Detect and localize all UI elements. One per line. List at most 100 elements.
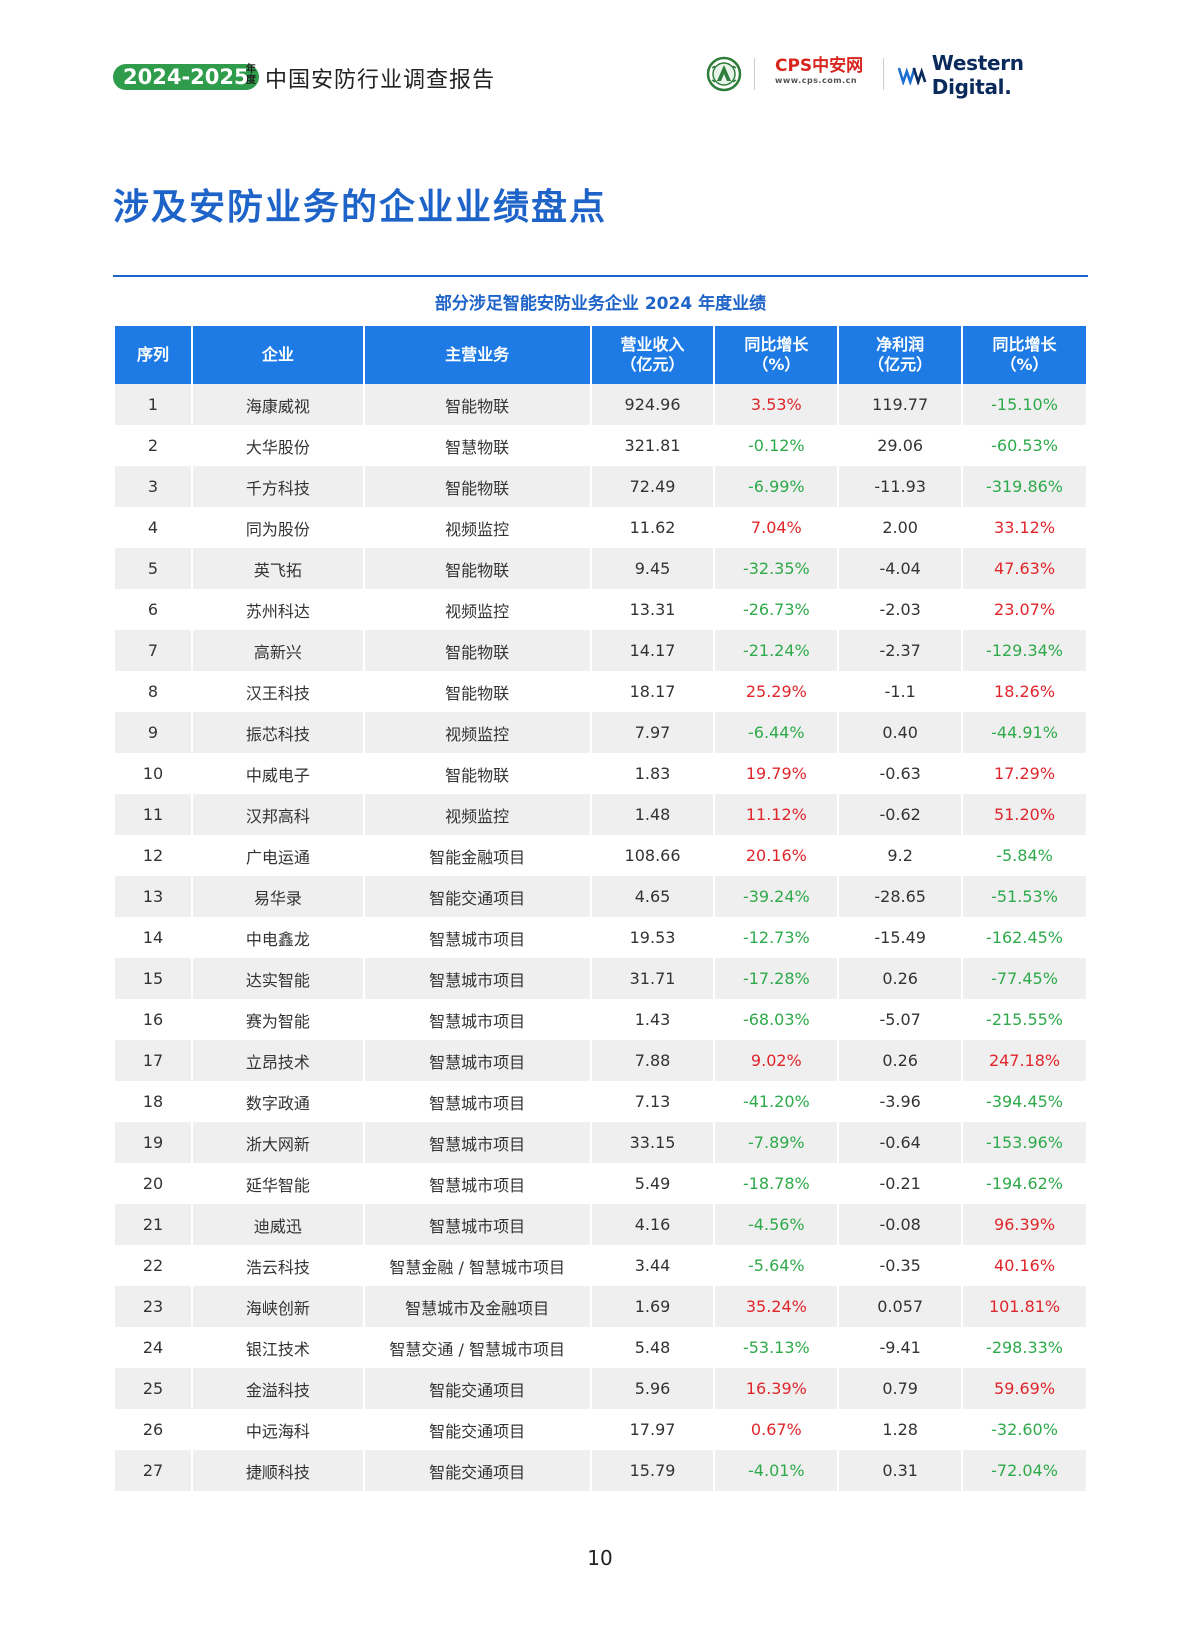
cell-index: 25 — [115, 1368, 191, 1409]
table-row: 5 英飞拓 智能物联 9.45 -32.35% -4.04 47.63% — [115, 548, 1086, 589]
cell-business: 智能交通项目 — [364, 1409, 590, 1450]
cell-business: 智慧城市项目 — [364, 958, 590, 999]
cell-revenue: 7.13 — [591, 1081, 714, 1122]
header-profit-growth: 同比增长 （%） — [963, 326, 1086, 384]
cell-index: 6 — [115, 589, 191, 630]
cell-business: 智慧交通 / 智慧城市项目 — [364, 1327, 590, 1368]
cell-profit-growth: 40.16% — [963, 1245, 1086, 1286]
cell-revenue-growth: 11.12% — [715, 794, 838, 835]
table-row: 6 苏州科达 视频监控 13.31 -26.73% -2.03 23.07% — [115, 589, 1086, 630]
cell-revenue-growth: -6.99% — [715, 466, 838, 507]
cell-revenue-growth: -39.24% — [715, 876, 838, 917]
association-emblem-icon — [706, 56, 742, 92]
logo-divider — [754, 58, 755, 90]
cell-index: 22 — [115, 1245, 191, 1286]
cell-profit: -4.04 — [839, 548, 962, 589]
table-row: 8 汉王科技 智能物联 18.17 25.29% -1.1 18.26% — [115, 671, 1086, 712]
cps-logo-text: CPS中安网 — [775, 56, 864, 76]
cell-company: 易华录 — [193, 876, 363, 917]
cell-revenue-growth: -0.12% — [715, 425, 838, 466]
cell-revenue: 1.83 — [591, 753, 714, 794]
cell-profit: 0.057 — [839, 1286, 962, 1327]
cell-company: 大华股份 — [193, 425, 363, 466]
cell-revenue: 108.66 — [591, 835, 714, 876]
cell-profit-growth: 18.26% — [963, 671, 1086, 712]
title-divider — [113, 275, 1088, 277]
cell-revenue: 72.49 — [591, 466, 714, 507]
cell-index: 27 — [115, 1450, 191, 1491]
western-digital-text: Western Digital. — [931, 51, 1024, 99]
cell-company: 捷顺科技 — [193, 1450, 363, 1491]
cps-logo-url: www.cps.com.cn — [775, 76, 858, 85]
cell-profit: -15.49 — [839, 917, 962, 958]
cell-profit-growth: -162.45% — [963, 917, 1086, 958]
cell-revenue-growth: 25.29% — [715, 671, 838, 712]
cell-revenue: 7.97 — [591, 712, 714, 753]
cell-company: 金溢科技 — [193, 1368, 363, 1409]
cell-company: 汉王科技 — [193, 671, 363, 712]
cell-revenue-growth: 9.02% — [715, 1040, 838, 1081]
cell-profit: 0.26 — [839, 958, 962, 999]
cell-profit-growth: -51.53% — [963, 876, 1086, 917]
table-caption: 部分涉足智能安防业务企业 2024 年度业绩 — [434, 294, 767, 314]
cell-index: 5 — [115, 548, 191, 589]
cell-revenue-growth: -17.28% — [715, 958, 838, 999]
table-row: 24 银江技术 智慧交通 / 智慧城市项目 5.48 -53.13% -9.41 -298.… — [115, 1327, 1086, 1368]
cell-company: 广电运通 — [193, 835, 363, 876]
cell-profit: -0.63 — [839, 753, 962, 794]
table-row: 11 汉邦高科 视频监控 1.48 11.12% -0.62 51.20% — [115, 794, 1086, 835]
header-business: 主营业务 — [364, 326, 590, 384]
cell-revenue-growth: -53.13% — [715, 1327, 838, 1368]
cell-profit: -0.21 — [839, 1163, 962, 1204]
cell-revenue-growth: 20.16% — [715, 835, 838, 876]
cell-revenue: 5.96 — [591, 1368, 714, 1409]
cell-index: 20 — [115, 1163, 191, 1204]
cell-revenue-growth: 7.04% — [715, 507, 838, 548]
cell-index: 16 — [115, 999, 191, 1040]
header-index: 序列 — [115, 326, 191, 384]
cell-index: 11 — [115, 794, 191, 835]
header-revenue-growth-line2: （%） — [752, 355, 801, 374]
table-row: 14 中电鑫龙 智慧城市项目 19.53 -12.73% -15.49 -162.45% — [115, 917, 1086, 958]
table-row: 23 海峡创新 智慧城市及金融项目 1.69 35.24% 0.057 101.81% — [115, 1286, 1086, 1327]
cell-business: 智慧城市项目 — [364, 1163, 590, 1204]
cell-business: 智慧城市项目 — [364, 1204, 590, 1245]
cell-profit-growth: -15.10% — [963, 384, 1086, 425]
cell-revenue: 1.43 — [591, 999, 714, 1040]
page-number: 10 — [587, 1546, 613, 1570]
cell-business: 视频监控 — [364, 589, 590, 630]
cell-revenue-growth: -6.44% — [715, 712, 838, 753]
cell-profit-growth: -394.45% — [963, 1081, 1086, 1122]
cell-profit: -0.08 — [839, 1204, 962, 1245]
table-row: 1 海康威视 智能物联 924.96 3.53% 119.77 -15.10% — [115, 384, 1086, 425]
table-row: 20 延华智能 智慧城市项目 5.49 -18.78% -0.21 -194.62% — [115, 1163, 1086, 1204]
cell-profit: -2.37 — [839, 630, 962, 671]
cell-profit: -11.93 — [839, 466, 962, 507]
cell-business: 智能物联 — [364, 548, 590, 589]
cell-revenue: 31.71 — [591, 958, 714, 999]
cell-revenue-growth: -4.56% — [715, 1204, 838, 1245]
cell-revenue: 13.31 — [591, 589, 714, 630]
table-row: 19 浙大网新 智慧城市项目 33.15 -7.89% -0.64 -153.96% — [115, 1122, 1086, 1163]
year-suffix: 年度 — [246, 64, 256, 86]
header-revenue-line2: （亿元） — [620, 355, 685, 374]
cell-revenue-growth: -18.78% — [715, 1163, 838, 1204]
cell-revenue: 5.48 — [591, 1327, 714, 1368]
cell-profit: 119.77 — [839, 384, 962, 425]
cell-company: 同为股份 — [193, 507, 363, 548]
cell-revenue: 33.15 — [591, 1122, 714, 1163]
performance-table: 序列 企业 主营业务 营业收入 （亿元） 同比增长 （%） 净利润 （亿元） 同比增长… — [113, 326, 1088, 1491]
table-row: 21 迪威迅 智慧城市项目 4.16 -4.56% -0.08 96.39% — [115, 1204, 1086, 1245]
cell-business: 智慧物联 — [364, 425, 590, 466]
cell-profit: 29.06 — [839, 425, 962, 466]
cell-business: 智慧金融 / 智慧城市项目 — [364, 1245, 590, 1286]
cell-revenue: 15.79 — [591, 1450, 714, 1491]
cell-profit-growth: -77.45% — [963, 958, 1086, 999]
cell-profit: 0.40 — [839, 712, 962, 753]
cell-business: 智能交通项目 — [364, 1368, 590, 1409]
table-row: 4 同为股份 视频监控 11.62 7.04% 2.00 33.12% — [115, 507, 1086, 548]
table-row: 9 振芯科技 视频监控 7.97 -6.44% 0.40 -44.91% — [115, 712, 1086, 753]
cell-profit-growth: -44.91% — [963, 712, 1086, 753]
cell-index: 14 — [115, 917, 191, 958]
cell-revenue: 14.17 — [591, 630, 714, 671]
